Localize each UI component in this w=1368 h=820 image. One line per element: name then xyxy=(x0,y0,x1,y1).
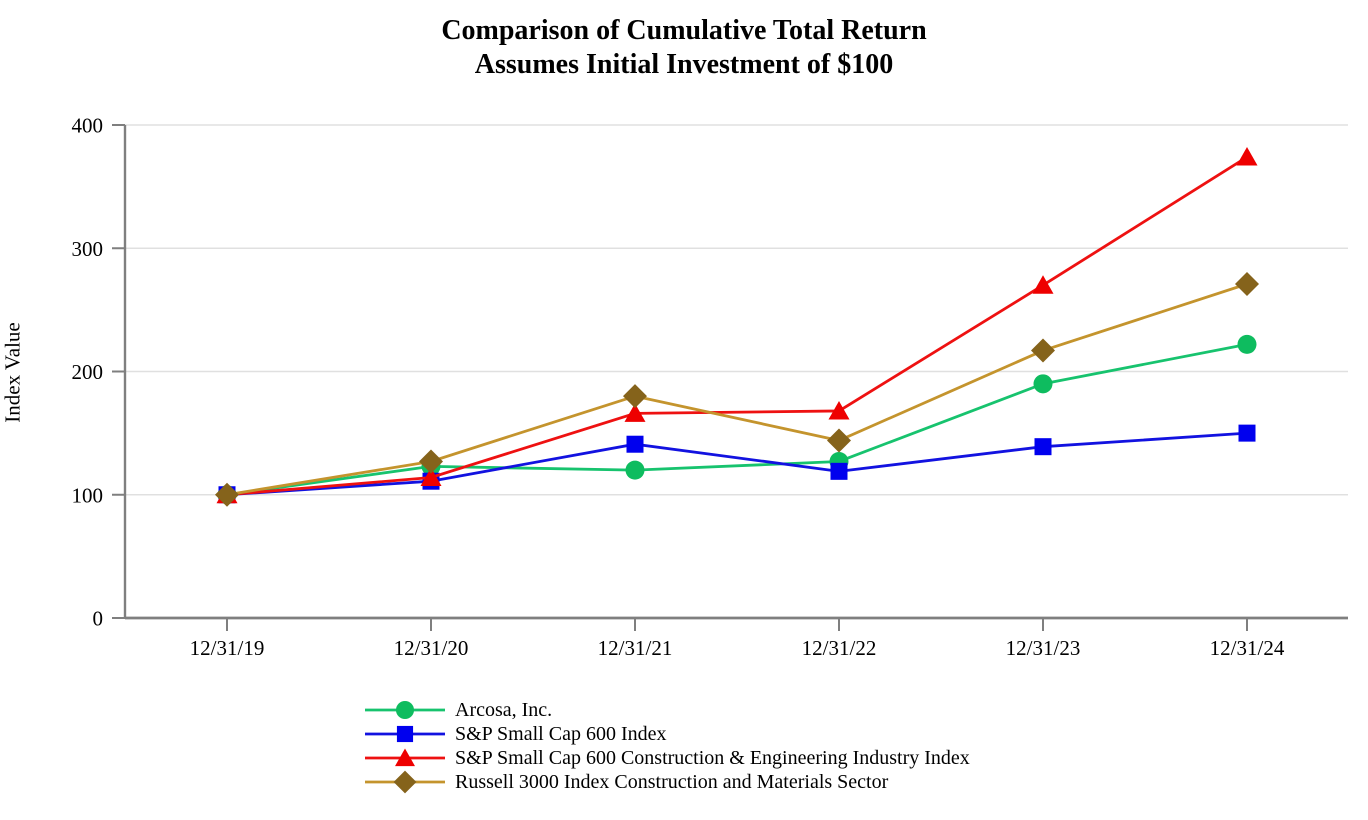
x-tick-label: 12/31/20 xyxy=(394,636,469,660)
marker-triangle xyxy=(624,403,646,422)
y-tick-label: 0 xyxy=(93,607,104,631)
legend-marker-shape xyxy=(395,700,415,720)
legend-marker-shape xyxy=(395,748,415,767)
marker-square xyxy=(830,462,848,480)
legend-item: Arcosa, Inc. xyxy=(365,698,970,722)
legend-marker-circle-icon xyxy=(365,700,445,720)
x-tick-label: 12/31/22 xyxy=(802,636,877,660)
marker-square xyxy=(1034,438,1052,456)
series-line xyxy=(226,155,1248,497)
legend-item: Russell 3000 Index Construction and Mate… xyxy=(365,770,970,794)
y-tick-label: 100 xyxy=(72,483,104,507)
legend-item: S&P Small Cap 600 Index xyxy=(365,722,970,746)
marker-diamond xyxy=(623,384,647,409)
marker-square xyxy=(626,435,644,453)
legend-label: Arcosa, Inc. xyxy=(455,698,553,721)
legend-marker-square-icon xyxy=(365,725,445,743)
marker-diamond xyxy=(215,482,239,507)
marker-triangle xyxy=(1236,147,1258,166)
marker-circle xyxy=(1237,334,1257,354)
y-tick-label: 200 xyxy=(72,360,104,384)
chart-title-line1: Comparison of Cumulative Total Return xyxy=(441,15,927,46)
marker-triangle xyxy=(420,467,442,486)
marker-circle xyxy=(625,460,645,480)
series-line xyxy=(226,282,1248,497)
x-tick-label: 12/31/23 xyxy=(1006,636,1081,660)
legend-label: Russell 3000 Index Construction and Mate… xyxy=(455,770,889,793)
chart-title: Comparison of Cumulative Total Return As… xyxy=(0,14,1368,82)
legend-label: S&P Small Cap 600 Index xyxy=(455,722,667,745)
legend-marker-shape xyxy=(393,770,417,794)
x-tick-label: 12/31/19 xyxy=(190,636,265,660)
x-tick-label: 12/31/21 xyxy=(598,636,673,660)
marker-triangle xyxy=(1032,275,1054,294)
y-tick-label: 300 xyxy=(72,237,104,261)
legend-marker-triangle-icon xyxy=(365,748,445,767)
marker-diamond xyxy=(1235,271,1259,296)
chart-legend: Arcosa, Inc. S&P Small Cap 600 Index S&P S… xyxy=(365,698,970,794)
legend-item: S&P Small Cap 600 Construction & Enginee… xyxy=(365,746,970,770)
marker-diamond xyxy=(827,428,851,453)
chart-title-line2: Assumes Initial Investment of $100 xyxy=(474,49,894,80)
marker-diamond xyxy=(419,449,443,474)
series-line xyxy=(226,343,1248,497)
marker-diamond xyxy=(1031,338,1055,363)
marker-circle xyxy=(1033,374,1053,394)
y-tick-label: 400 xyxy=(72,114,104,138)
marker-triangle xyxy=(828,400,850,420)
legend-marker-diamond-icon xyxy=(365,770,445,794)
x-tick-label: 12/31/24 xyxy=(1210,636,1285,660)
marker-square xyxy=(1238,424,1256,442)
legend-marker-shape xyxy=(396,725,414,743)
legend-label: S&P Small Cap 600 Construction & Enginee… xyxy=(455,746,970,769)
series-line xyxy=(226,431,1248,497)
